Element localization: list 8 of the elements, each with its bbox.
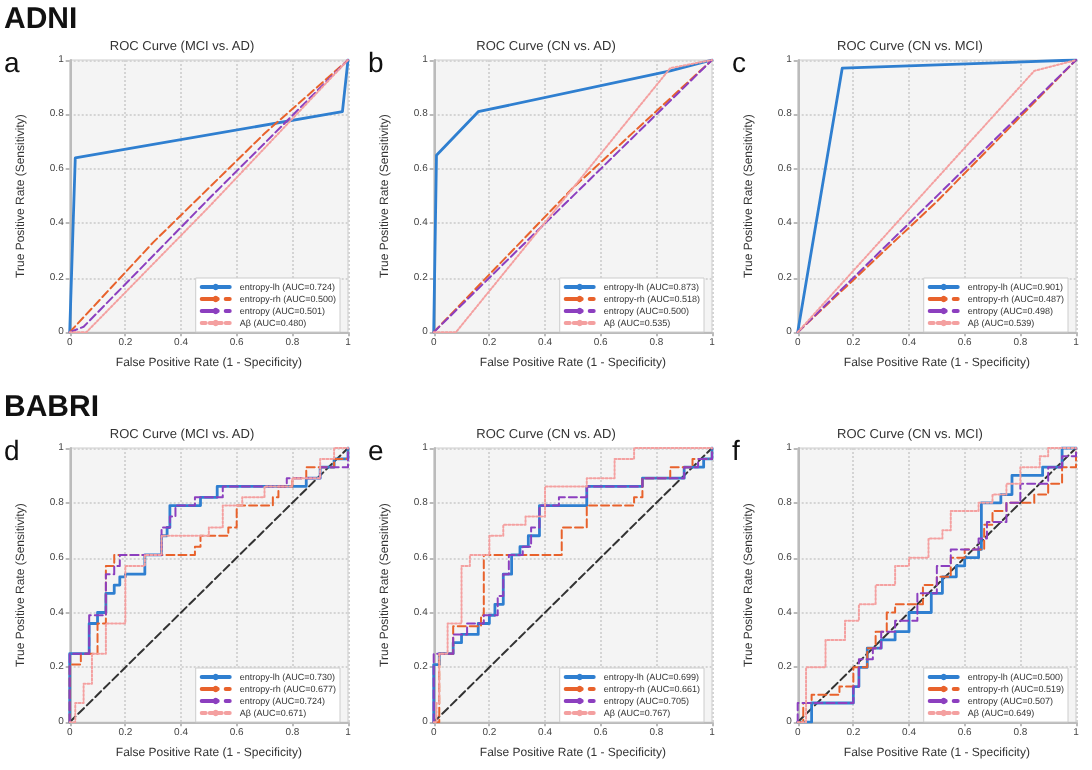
text: f: [732, 434, 740, 466]
text: b: [368, 46, 384, 78]
text: e: [368, 434, 384, 466]
text: c: [732, 46, 746, 78]
text: a: [4, 46, 20, 78]
text: ADNI: [4, 2, 78, 36]
text: BABRI: [4, 390, 99, 424]
text: d: [4, 434, 20, 466]
